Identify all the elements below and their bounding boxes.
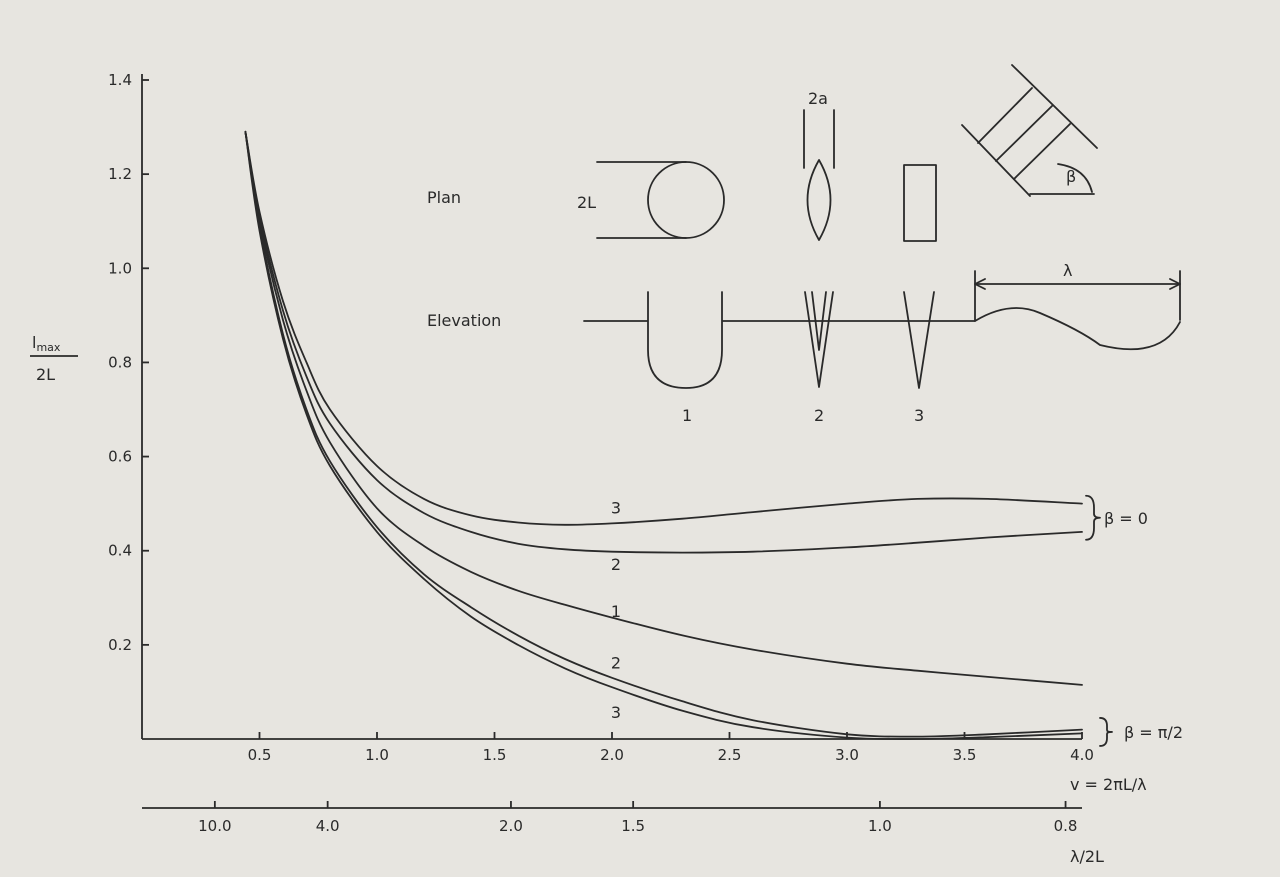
plan-rectangle [903,164,937,242]
y-tick-label: 0.4 [108,542,132,560]
y-tick-label: 0.2 [108,636,132,654]
series-line-5 [244,130,1083,741]
x-tick-label: 4.0 [1070,746,1094,764]
plan-circle [647,161,725,239]
group-label-beta-0: β = 0 [1104,509,1148,528]
plan-lens [806,159,832,241]
plan-label: Plan [427,188,461,207]
wave-profile [974,307,1181,351]
axes: 0.2 0.4 0.6 0.8 1.0 1.2 1.4 0.5 1.0 1.5 2.0 2.5 3.0 3… [30,71,1147,866]
inset-diagram: Plan Elevation 2L 2a β [427,64,1181,425]
elevation-label: Elevation [427,311,501,330]
series-line-1 [244,130,1083,526]
x-tick-label: 1.0 [365,746,389,764]
x-tick-label: 1.5 [483,746,507,764]
beta-angle-label: β [1066,167,1076,186]
secondary-x-tick-label: 2.0 [499,817,523,835]
y-tick-label: 0.6 [108,448,132,466]
curves [244,130,1083,741]
y-axis-label-numerator: lmax [32,333,61,354]
dim-2L-label: 2L [577,193,596,212]
x-tick-label: 2.0 [600,746,624,764]
series-line-2 [244,130,1083,554]
shape-number-3: 3 [914,406,924,425]
x-tick-label: 3.5 [953,746,977,764]
series-label-5: 3 [611,703,621,722]
y-tick-label: 1.2 [108,165,132,183]
secondary-x-tick-label: 10.0 [198,817,231,835]
lambda-arrows [974,278,1181,290]
group-bracket-beta-pi2 [1099,717,1113,747]
y-axis-label-denominator: 2L [36,365,55,384]
series-line-3 [244,130,1083,686]
lambda-label: λ [1063,261,1072,280]
y-tick-label: 1.4 [108,71,132,89]
x-tick-label: 2.5 [718,746,742,764]
secondary-x-axis-label: λ/2L [1070,847,1104,866]
elevation-profile-1 [583,291,976,389]
labels: 3 2 1 2 3 β = 0 β = π/2 [611,494,1183,747]
secondary-x-tick-label: 0.8 [1054,817,1078,835]
secondary-x-tick-label: 4.0 [316,817,340,835]
elevation-profile-2 [804,291,834,388]
x-tick-label: 0.5 [248,746,272,764]
wave-direction-sketch: β [961,64,1098,197]
shape-number-2: 2 [814,406,824,425]
shape-number-1: 1 [682,406,692,425]
series-label-4: 2 [611,654,621,673]
secondary-x-tick-label: 1.0 [868,817,892,835]
dim-2a-label: 2a [808,89,828,108]
y-tick-label: 0.8 [108,353,132,371]
x-tick-label: 3.0 [835,746,859,764]
group-label-beta-pi2: β = π/2 [1124,723,1183,742]
series-label-1: 3 [611,498,621,517]
series-label-3: 1 [611,602,621,621]
series-label-2: 2 [611,555,621,574]
elevation-profile-3 [903,291,935,389]
group-bracket-beta-0 [1085,494,1101,541]
secondary-x-tick-label: 1.5 [621,817,645,835]
x-axis-label: v = 2πL/λ [1070,775,1147,794]
series-line-4 [244,130,1083,738]
y-tick-label: 1.0 [108,259,132,277]
